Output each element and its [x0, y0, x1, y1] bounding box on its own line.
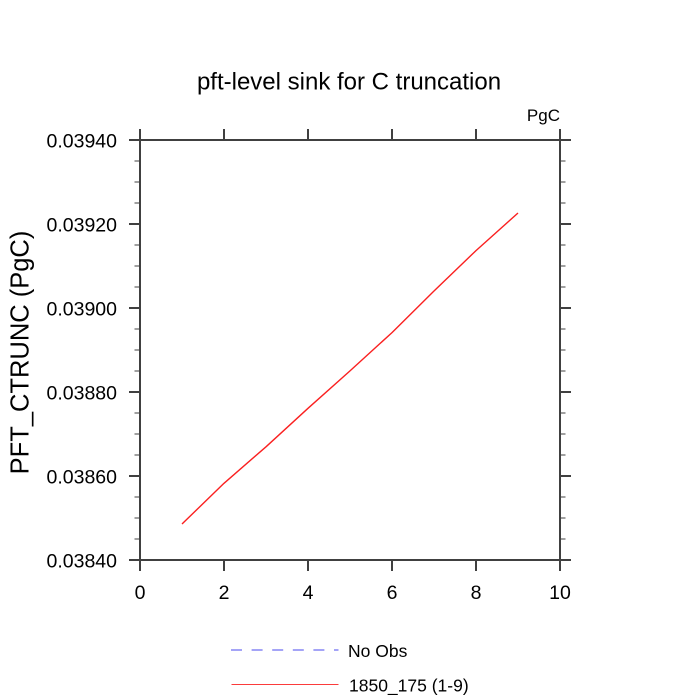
svg-text:1850_175 (1-9): 1850_175 (1-9) — [349, 676, 469, 697]
svg-text:0.03940: 0.03940 — [47, 131, 118, 153]
svg-text:No Obs: No Obs — [348, 641, 408, 661]
svg-text:0.03920: 0.03920 — [47, 215, 118, 237]
svg-text:2: 2 — [219, 582, 230, 604]
svg-text:0.03860: 0.03860 — [47, 467, 118, 489]
svg-text:PgC: PgC — [527, 106, 560, 125]
svg-text:PFT_CTRUNC (PgC): PFT_CTRUNC (PgC) — [7, 231, 35, 475]
svg-text:0.03840: 0.03840 — [47, 551, 118, 573]
svg-text:0.03880: 0.03880 — [47, 383, 118, 405]
svg-text:6: 6 — [387, 582, 398, 604]
svg-text:pft-level sink for C truncatio: pft-level sink for C truncation — [197, 69, 501, 96]
svg-text:4: 4 — [303, 582, 314, 604]
svg-text:0.03900: 0.03900 — [47, 299, 118, 321]
svg-text:8: 8 — [471, 582, 482, 604]
svg-text:10: 10 — [549, 582, 571, 604]
svg-text:0: 0 — [135, 582, 146, 604]
